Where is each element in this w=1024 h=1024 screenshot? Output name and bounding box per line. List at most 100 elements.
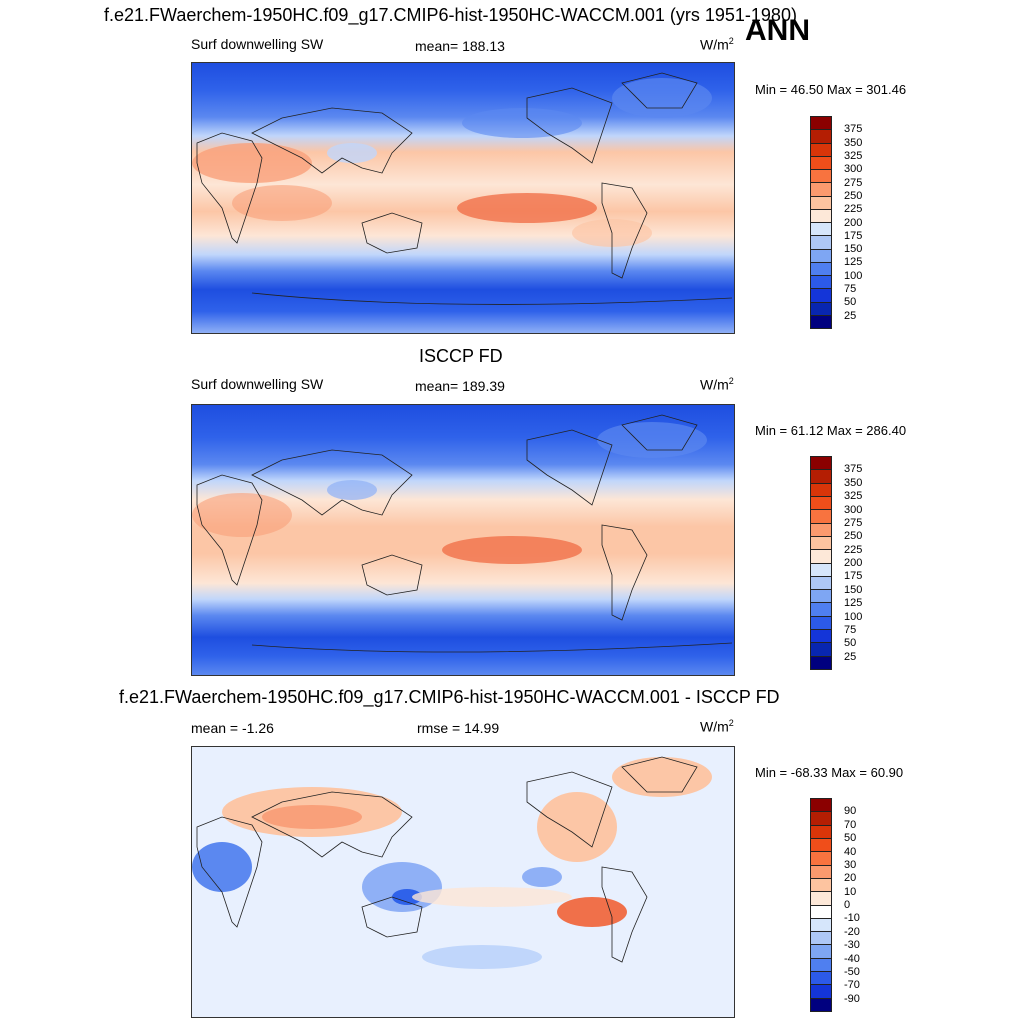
colorbar-swatch	[811, 812, 831, 826]
colorbar-swatch	[811, 236, 831, 250]
colorbar-tick: -10	[844, 912, 860, 925]
colorbar-swatch	[811, 616, 831, 631]
colorbar-tick: 30	[844, 858, 857, 871]
colorbar-swatch	[811, 262, 831, 276]
colorbar-tick: 90	[844, 805, 857, 818]
colorbar-swatch	[811, 496, 831, 511]
panel1-minmax-label: Min = 46.50 Max = 301.46	[755, 82, 907, 97]
colorbar-tick: -70	[844, 979, 860, 992]
colorbar-swatch	[811, 972, 831, 986]
panel1-colorbar	[810, 116, 832, 329]
panel3-title: f.e21.FWaerchem-1950HC.f09_g17.CMIP6-his…	[119, 687, 780, 707]
colorbar-tick: 300	[844, 503, 863, 516]
panel1-unit-label: W/m2	[700, 36, 734, 53]
colorbar-tick: 325	[844, 149, 863, 162]
colorbar-swatch	[811, 603, 831, 617]
colorbar-tick: 350	[844, 136, 863, 149]
colorbar-tick: 50	[844, 832, 857, 845]
colorbar-swatch	[811, 156, 831, 170]
colorbar-swatch	[811, 918, 831, 933]
colorbar-tick: 325	[844, 490, 863, 503]
colorbar-swatch	[811, 315, 831, 328]
colorbar-tick: 250	[844, 530, 863, 543]
colorbar-swatch	[811, 905, 831, 919]
colorbar-swatch	[811, 563, 831, 577]
colorbar-tick: 50	[844, 637, 857, 650]
colorbar-tick: 20	[844, 872, 857, 885]
panel2-map	[191, 404, 735, 676]
colorbar-swatch	[811, 170, 831, 184]
panel3-mean-label: mean = -1.26	[191, 720, 274, 736]
colorbar-tick: 175	[844, 570, 863, 583]
colorbar-swatch	[811, 483, 831, 497]
panel2-mean-label: mean= 189.39	[415, 378, 505, 394]
colorbar-swatch	[811, 932, 831, 946]
colorbar-swatch	[811, 470, 831, 484]
colorbar-swatch	[811, 958, 831, 973]
colorbar-tick: 25	[844, 309, 857, 322]
colorbar-tick: 40	[844, 845, 857, 858]
colorbar-swatch	[811, 302, 831, 316]
colorbar-tick: 275	[844, 516, 863, 529]
panel1-variable-label: Surf downwelling SW	[191, 36, 324, 52]
colorbar-swatch	[811, 130, 831, 144]
plot-main-title: f.e21.FWaerchem-1950HC.f09_g17.CMIP6-his…	[104, 5, 797, 25]
colorbar-tick: 200	[844, 216, 863, 229]
colorbar-tick: -50	[844, 965, 860, 978]
colorbar-swatch	[811, 656, 831, 669]
colorbar-tick: -20	[844, 925, 860, 938]
colorbar-swatch	[811, 183, 831, 197]
panel3-colorbar	[810, 798, 832, 1012]
colorbar-swatch	[811, 643, 831, 657]
colorbar-swatch	[811, 576, 831, 591]
colorbar-tick: 0	[844, 899, 851, 911]
colorbar-swatch	[811, 590, 831, 604]
colorbar-tick: 10	[844, 885, 857, 898]
colorbar-tick: 175	[844, 229, 863, 242]
colorbar-tick: 300	[844, 163, 863, 176]
colorbar-swatch	[811, 550, 831, 564]
colorbar-swatch	[811, 523, 831, 537]
colorbar-swatch	[811, 985, 831, 999]
colorbar-swatch	[811, 457, 831, 471]
colorbar-swatch	[811, 289, 831, 303]
panel1-map	[191, 62, 735, 334]
panel2-colorbar	[810, 456, 832, 670]
colorbar-swatch	[811, 852, 831, 866]
colorbar-tick: 225	[844, 203, 863, 216]
panel3-unit-label: W/m2	[700, 718, 734, 735]
colorbar-swatch	[811, 892, 831, 906]
panel3-rmse-label: rmse = 14.99	[417, 720, 500, 736]
colorbar-swatch	[811, 630, 831, 644]
panel1-mean-label: mean= 188.13	[415, 38, 505, 54]
colorbar-swatch	[811, 196, 831, 210]
panel2-title: ISCCP FD	[419, 346, 503, 366]
colorbar-tick: 25	[844, 650, 857, 663]
colorbar-tick: 350	[844, 476, 863, 489]
colorbar-swatch	[811, 825, 831, 839]
panel3-minmax-label: Min = -68.33 Max = 60.90	[755, 765, 904, 780]
panel3-map	[191, 746, 735, 1018]
colorbar-swatch	[811, 209, 831, 223]
colorbar-swatch	[811, 276, 831, 290]
colorbar-tick: 150	[844, 243, 863, 256]
colorbar-tick: 250	[844, 189, 863, 202]
colorbar-tick: -30	[844, 939, 860, 952]
colorbar-tick: 200	[844, 557, 863, 569]
colorbar-tick: 100	[844, 269, 863, 282]
colorbar-tick: 50	[844, 296, 857, 309]
colorbar-swatch	[811, 143, 831, 157]
colorbar-tick: 125	[844, 256, 863, 269]
colorbar-tick: 375	[844, 123, 863, 136]
panel2-variable-label: Surf downwelling SW	[191, 376, 324, 392]
colorbar-swatch	[811, 223, 831, 237]
colorbar-tick: 70	[844, 818, 857, 831]
colorbar-tick: 375	[844, 463, 863, 476]
colorbar-tick: 75	[844, 623, 857, 636]
colorbar-swatch	[811, 838, 831, 853]
colorbar-swatch	[811, 249, 831, 263]
colorbar-swatch	[811, 945, 831, 959]
colorbar-tick: 225	[844, 543, 863, 556]
colorbar-swatch	[811, 799, 831, 813]
colorbar-swatch	[811, 510, 831, 524]
